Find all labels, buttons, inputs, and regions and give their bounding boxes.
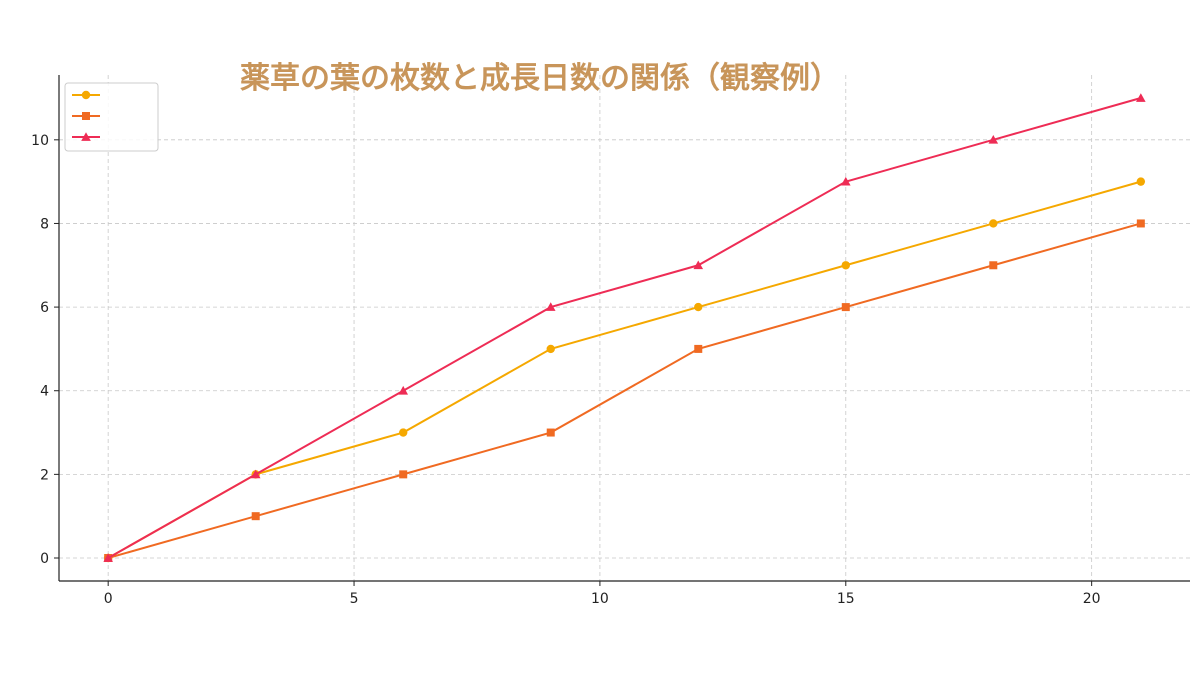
grid xyxy=(59,75,1190,581)
data-point-circle xyxy=(399,428,408,437)
data-point-triangle xyxy=(840,176,851,186)
legend-entry xyxy=(72,90,100,100)
data-point-triangle xyxy=(545,302,556,311)
data-point-circle xyxy=(989,219,998,228)
data-point-triangle xyxy=(398,385,409,395)
data-point-square xyxy=(251,512,260,521)
series-3 xyxy=(103,93,1146,562)
x-tick-label: 10 xyxy=(591,591,609,607)
data-point-triangle xyxy=(250,469,261,479)
data-point-square xyxy=(841,303,850,312)
y-tick-label: 0 xyxy=(40,551,49,567)
data-point-triangle xyxy=(81,132,91,141)
x-tick-label: 0 xyxy=(104,591,113,607)
y-tick-label: 2 xyxy=(40,467,49,483)
legend-entry xyxy=(72,132,100,141)
data-point-circle xyxy=(694,302,703,312)
data-point-triangle xyxy=(1136,93,1146,102)
tick-labels: 0 5 10 15 20 0 2 4 6 8 10 xyxy=(31,133,1100,607)
x-tick-label: 15 xyxy=(837,591,855,607)
legend-box xyxy=(64,82,159,152)
x-tick-label: 5 xyxy=(350,591,359,607)
y-tick-label: 6 xyxy=(40,300,49,316)
series-line xyxy=(107,97,1142,559)
y-tick-label: 10 xyxy=(31,133,49,149)
data-point-square xyxy=(1136,219,1145,228)
data-point-triangle xyxy=(693,260,704,270)
legend-entry xyxy=(72,112,100,120)
data-point-square xyxy=(82,112,90,120)
data-point-square xyxy=(546,428,555,437)
data-point-circle xyxy=(546,344,555,354)
legend xyxy=(64,82,159,152)
data-point-circle xyxy=(841,261,850,270)
data-point-square xyxy=(399,470,408,479)
series-1 xyxy=(103,177,1146,563)
data-point-circle xyxy=(81,90,91,100)
series-2 xyxy=(104,219,1145,562)
chart-title: 薬草の葉の枚数と成長日数の関係（観察例） xyxy=(240,61,840,96)
series-lines xyxy=(103,93,1146,563)
y-tick-label: 4 xyxy=(40,384,49,400)
y-tick-label: 8 xyxy=(40,216,49,232)
data-point-square xyxy=(989,261,998,270)
series-line xyxy=(107,222,1142,559)
data-point-square xyxy=(694,344,703,353)
data-point-circle xyxy=(1136,177,1146,186)
data-point-triangle xyxy=(103,553,113,562)
series-line xyxy=(107,180,1142,559)
x-tick-label: 20 xyxy=(1083,591,1101,607)
axes xyxy=(54,75,1190,586)
data-point-triangle xyxy=(988,135,999,144)
